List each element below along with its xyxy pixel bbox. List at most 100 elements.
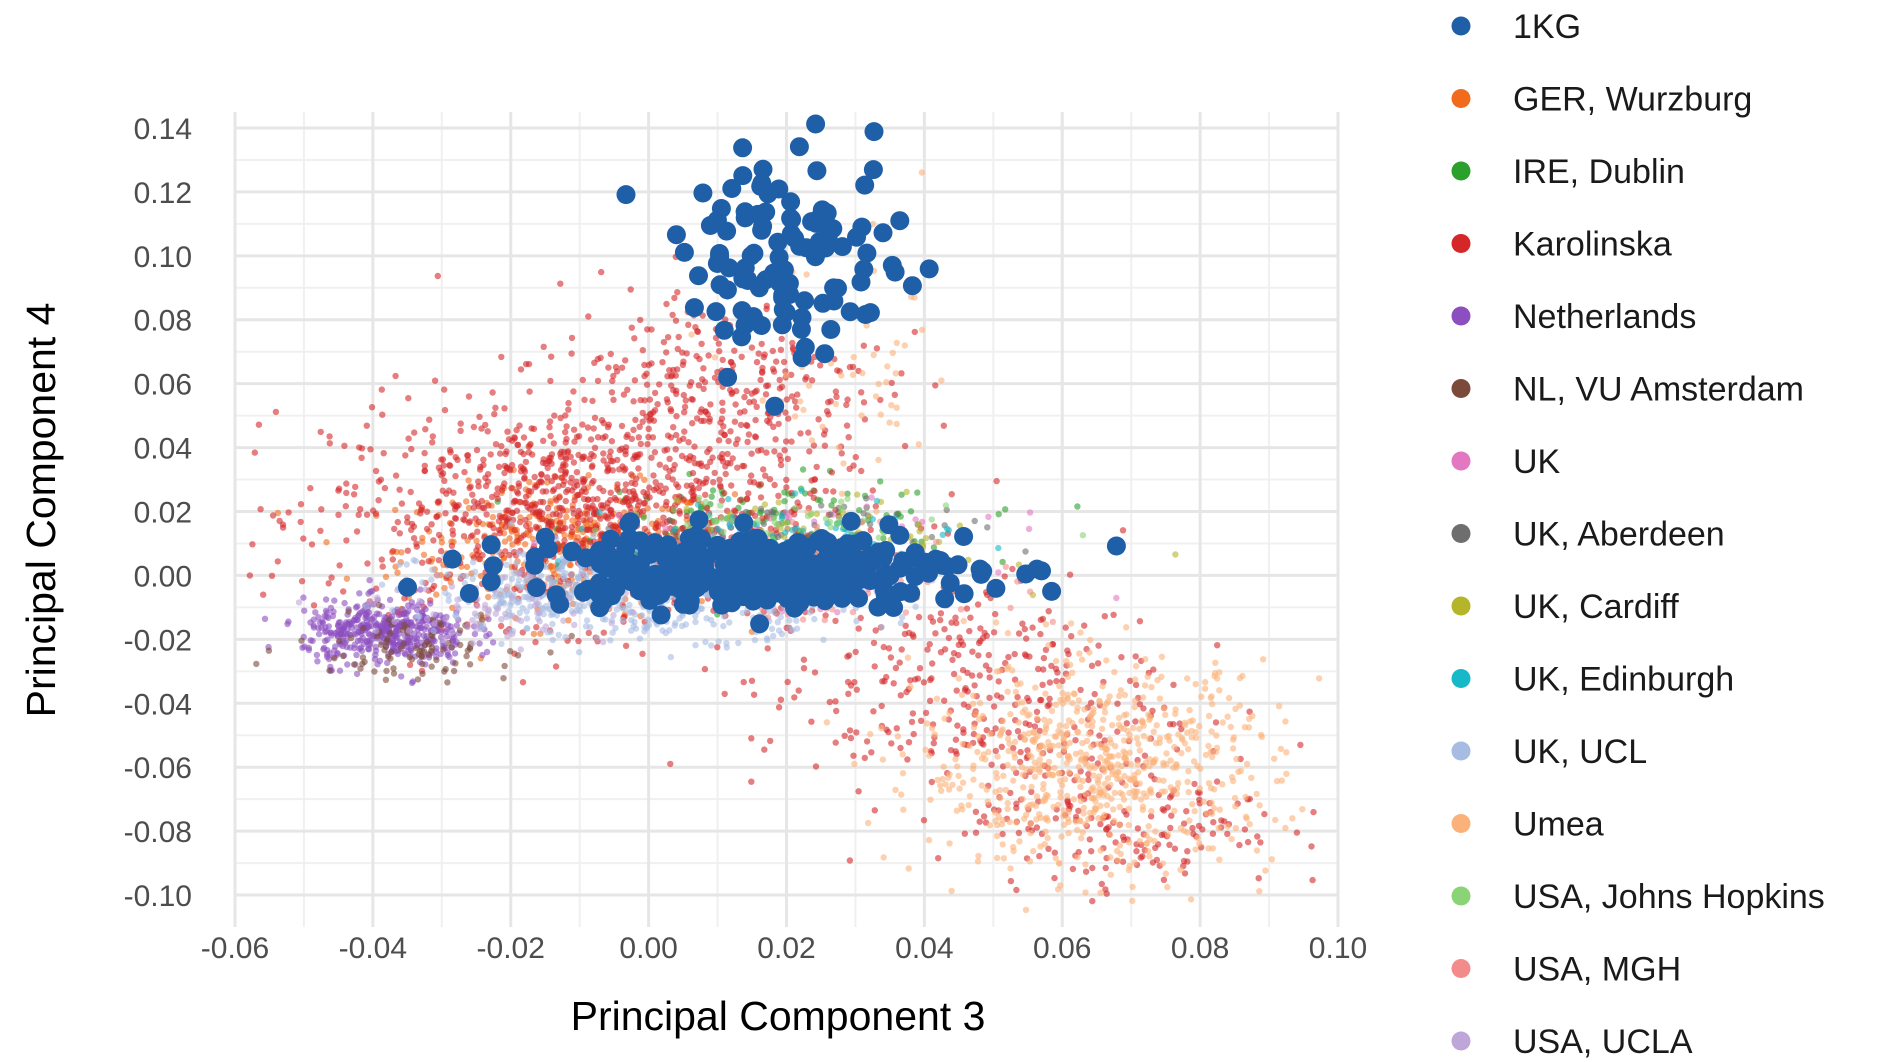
data-point [1135, 769, 1142, 776]
data-point [434, 498, 441, 506]
data-point [702, 638, 709, 646]
data-point [513, 488, 521, 495]
data-point [750, 691, 758, 698]
data-point [871, 663, 878, 670]
data-point [547, 611, 555, 619]
data-point [630, 490, 638, 498]
data-points [246, 114, 1323, 914]
data-point [1132, 653, 1139, 660]
data-point [381, 484, 389, 492]
data-point [695, 382, 703, 389]
data-point [838, 498, 845, 505]
data-point [695, 484, 702, 492]
data-point [956, 522, 964, 529]
data-point [618, 364, 626, 371]
data-point [587, 624, 594, 631]
data-point [844, 490, 851, 497]
data-point [517, 584, 524, 591]
data-point [1031, 759, 1038, 766]
series-nl-vu-amsterdam [253, 601, 575, 686]
data-point [1225, 694, 1233, 702]
data-point [793, 617, 800, 624]
data-point [1043, 791, 1050, 799]
data-point [1131, 859, 1138, 866]
data-point [324, 653, 331, 660]
data-point [341, 599, 348, 607]
data-point [370, 507, 377, 514]
data-point [869, 487, 876, 494]
data-point [851, 679, 858, 686]
data-point [400, 640, 407, 647]
data-point [670, 466, 677, 473]
data-point [521, 499, 528, 507]
data-point [969, 648, 976, 655]
data-point [945, 786, 953, 793]
data-point [544, 504, 552, 512]
data-point [548, 451, 556, 458]
data-point [440, 646, 447, 653]
data-point [1028, 783, 1035, 791]
data-point [898, 646, 905, 653]
data-point [785, 415, 792, 422]
data-point [473, 547, 480, 554]
data-point [1062, 624, 1069, 631]
data-point [1116, 803, 1124, 811]
data-point [800, 406, 807, 414]
data-point [335, 511, 342, 518]
data-point [667, 406, 674, 413]
data-point [398, 549, 405, 556]
data-point [693, 352, 700, 360]
data-point [1087, 636, 1094, 644]
data-point [662, 502, 670, 509]
data-point [840, 460, 847, 467]
data-point [1140, 732, 1148, 740]
data-point [448, 520, 455, 528]
data-point [1065, 830, 1072, 837]
data-point [1088, 711, 1095, 718]
data-point [310, 624, 318, 631]
data-point [524, 625, 531, 632]
data-point [732, 401, 739, 408]
data-point [1164, 883, 1171, 891]
data-point [899, 770, 907, 777]
data-point [363, 511, 371, 518]
data-point [937, 649, 945, 656]
data-point [476, 640, 483, 647]
data-point [1143, 793, 1150, 800]
data-point [632, 625, 640, 632]
data-point [1126, 736, 1134, 743]
data-point [960, 701, 968, 708]
data-point [538, 471, 545, 479]
data-point [1186, 706, 1193, 714]
data-point [464, 457, 472, 464]
data-point [1114, 728, 1121, 735]
data-point [1184, 675, 1191, 682]
data-point [1166, 794, 1174, 801]
data-point [540, 343, 547, 350]
data-point [832, 388, 840, 395]
data-point [985, 651, 992, 659]
data-point [702, 408, 709, 415]
data-point [884, 363, 891, 370]
data-point [539, 459, 547, 466]
data-point [534, 508, 542, 516]
data-point [904, 756, 911, 763]
data-point [777, 613, 784, 621]
data-point [1086, 649, 1093, 656]
data-point [974, 858, 982, 865]
data-point [1216, 687, 1223, 694]
data-point [379, 563, 386, 570]
data-point [672, 372, 679, 379]
data-point [893, 725, 900, 732]
data-point [1101, 780, 1109, 788]
data-point [450, 489, 457, 496]
data-point [731, 507, 738, 514]
data-point [475, 503, 482, 510]
data-point [507, 648, 514, 655]
data-point [1127, 761, 1135, 768]
data-point [612, 523, 619, 530]
data-point [611, 494, 618, 502]
data-point [1213, 732, 1220, 739]
data-point [1082, 861, 1089, 868]
data-point [815, 416, 822, 423]
